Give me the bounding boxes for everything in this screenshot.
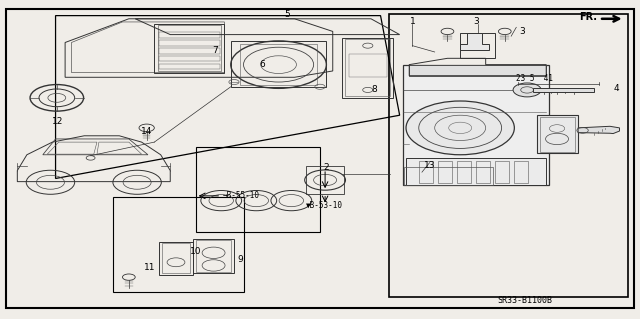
Text: 13: 13 — [424, 161, 435, 170]
Circle shape — [513, 83, 541, 97]
Bar — [495, 161, 509, 183]
Bar — [515, 161, 529, 183]
Text: FR.: FR. — [579, 11, 596, 22]
Circle shape — [406, 101, 515, 155]
Bar — [349, 54, 387, 77]
Bar — [306, 166, 344, 194]
Bar — [196, 147, 320, 232]
Polygon shape — [460, 33, 489, 50]
Bar — [241, 44, 317, 85]
Text: 3: 3 — [473, 18, 479, 26]
Bar — [159, 56, 220, 62]
Polygon shape — [578, 126, 620, 134]
Text: 7: 7 — [212, 46, 218, 55]
Text: 9: 9 — [237, 255, 243, 263]
Text: 6: 6 — [260, 60, 266, 69]
Bar — [159, 64, 220, 69]
Text: 10: 10 — [190, 247, 202, 256]
Bar — [419, 161, 433, 183]
Bar — [157, 25, 221, 71]
Bar — [342, 38, 394, 98]
Bar — [162, 243, 190, 273]
Bar — [476, 161, 490, 183]
Bar — [159, 32, 220, 38]
Bar — [460, 33, 495, 58]
Bar — [403, 65, 549, 185]
Bar — [196, 240, 231, 272]
Text: →B-55-10: →B-55-10 — [223, 191, 260, 200]
Text: 5: 5 — [284, 10, 290, 19]
Text: 23 5  41: 23 5 41 — [516, 74, 553, 83]
Text: 8: 8 — [371, 85, 377, 94]
Bar — [537, 115, 578, 153]
Bar — [231, 41, 326, 87]
Bar — [389, 14, 628, 297]
Bar — [540, 117, 575, 152]
Bar — [154, 24, 225, 72]
Text: 14: 14 — [141, 127, 152, 136]
Text: ▼B-53-10: ▼B-53-10 — [306, 201, 343, 210]
Text: 12: 12 — [52, 117, 63, 126]
Text: SR33-B1100B: SR33-B1100B — [497, 296, 552, 305]
Polygon shape — [409, 65, 546, 76]
Text: 2: 2 — [324, 163, 329, 172]
Text: 11: 11 — [143, 263, 155, 271]
Bar — [159, 48, 220, 54]
Bar — [193, 239, 234, 273]
Text: 3: 3 — [520, 27, 525, 36]
Bar — [406, 158, 546, 185]
Text: 4: 4 — [614, 84, 619, 93]
Bar — [159, 40, 220, 46]
Bar — [457, 161, 471, 183]
Bar — [438, 161, 452, 183]
Bar — [534, 88, 594, 92]
Bar — [159, 242, 193, 275]
Text: 1: 1 — [410, 18, 415, 26]
Bar — [346, 39, 390, 96]
Bar — [113, 197, 244, 292]
Bar — [404, 167, 493, 185]
